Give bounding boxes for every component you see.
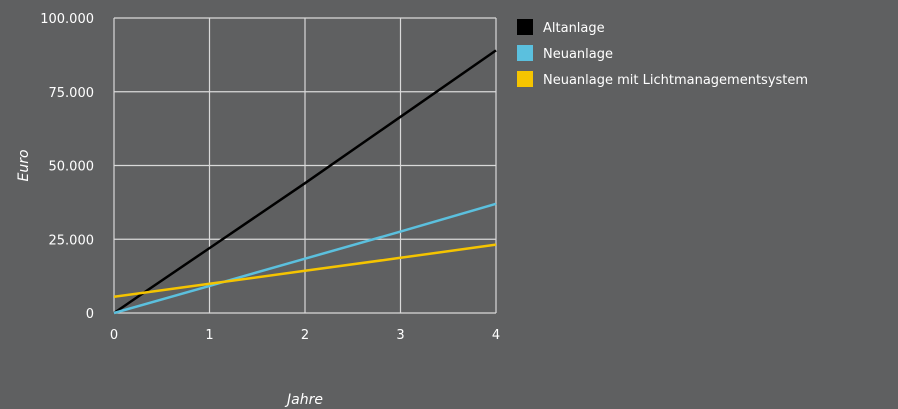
x-axis-title: Jahre	[284, 392, 323, 408]
y-tick-label-2: 50.000	[49, 160, 95, 175]
y-tick-label-1: 25.000	[49, 233, 95, 248]
y-tick-label-0: 0	[86, 307, 94, 322]
x-tick-label-0: 0	[110, 328, 118, 343]
y-tick-label-4: 100.000	[40, 12, 94, 27]
x-tick-label-4: 4	[492, 328, 500, 343]
series-line-0	[113, 49, 497, 315]
x-tick-label-1: 1	[205, 328, 213, 343]
x-tick-label-2: 2	[301, 328, 309, 343]
legend-label-0: Altanlage	[543, 21, 605, 36]
legend: Altanlage Neuanlage Neuanlage mit Lichtman…	[517, 19, 808, 88]
y-axis-title: Euro	[16, 149, 32, 181]
legend-label-2: Neuanlage mit Lichtmanagementsystem	[543, 73, 808, 88]
grid	[113, 17, 497, 314]
x-tick-label-3: 3	[396, 328, 404, 343]
legend-swatch-2	[517, 71, 533, 87]
legend-swatch-1	[517, 45, 533, 61]
series-line-1	[113, 202, 497, 315]
y-tick-label-3: 75.000	[49, 86, 95, 101]
series-line-2	[113, 243, 497, 299]
legend-swatch-0	[517, 19, 533, 35]
tick-labels: 0 25.000 50.000 75.000 100.000 0 1 2 3 4	[40, 12, 500, 343]
legend-label-1: Neuanlage	[543, 47, 613, 62]
series-lines	[113, 49, 497, 315]
